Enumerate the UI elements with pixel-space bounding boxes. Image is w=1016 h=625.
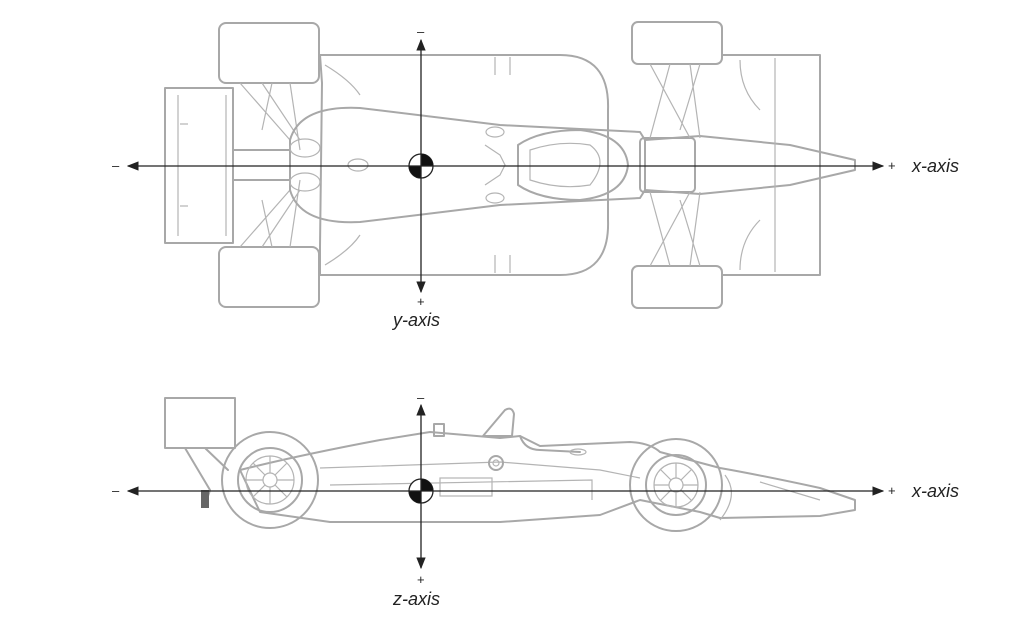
cockpit — [517, 129, 629, 201]
y-positive-sign: + — [417, 294, 425, 309]
z-axis-label: z-axis — [392, 589, 440, 609]
front-left-wheel — [631, 21, 723, 65]
y-negative-sign: – — [417, 24, 425, 39]
front-right-wheel — [631, 265, 723, 309]
rear-wing-side — [164, 397, 236, 449]
sidepods — [319, 54, 610, 276]
top-view-car — [164, 21, 856, 309]
front-wing — [721, 54, 821, 276]
rear-right-wheel — [218, 246, 320, 308]
y-axis-label: y-axis — [391, 310, 440, 330]
x-positive-sign-side: + — [888, 483, 896, 498]
z-negative-sign: – — [417, 390, 425, 405]
z-positive-sign: + — [417, 572, 425, 587]
monocoque — [289, 106, 646, 224]
side-view-axes: – + – + x-axis z-axis — [112, 390, 959, 609]
x-axis-label-top: x-axis — [911, 156, 959, 176]
x-positive-sign-top: + — [888, 158, 896, 173]
side-view-car — [164, 397, 856, 532]
front-wheel-side — [629, 438, 723, 532]
rear-left-wheel — [218, 22, 320, 84]
x-axis-label-side: x-axis — [911, 481, 959, 501]
top-view-axes: – + – + x-axis y-axis — [112, 24, 959, 330]
x-negative-sign-side: – — [112, 483, 120, 498]
body-side — [239, 431, 856, 523]
x-negative-sign-top: – — [112, 158, 120, 173]
airbox — [482, 407, 515, 437]
nose-cone — [644, 135, 856, 195]
